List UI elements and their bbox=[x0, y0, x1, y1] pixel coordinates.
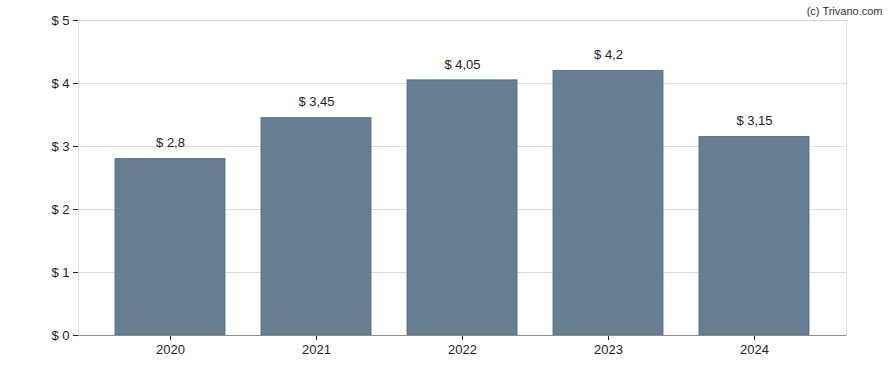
svg-text:$ 3: $ 3 bbox=[51, 139, 69, 154]
svg-text:$ 5: $ 5 bbox=[51, 13, 69, 28]
svg-text:$ 4,2: $ 4,2 bbox=[594, 47, 623, 62]
svg-text:$ 2: $ 2 bbox=[51, 202, 69, 217]
svg-text:$ 4,05: $ 4,05 bbox=[444, 57, 480, 72]
svg-text:2021: 2021 bbox=[302, 342, 331, 357]
svg-text:2024: 2024 bbox=[740, 342, 769, 357]
svg-text:2022: 2022 bbox=[448, 342, 477, 357]
svg-text:(c) Trivano.com: (c) Trivano.com bbox=[807, 5, 883, 17]
svg-text:$ 2,8: $ 2,8 bbox=[156, 135, 185, 150]
svg-text:$ 1: $ 1 bbox=[51, 265, 69, 280]
svg-text:2020: 2020 bbox=[156, 342, 185, 357]
svg-text:2023: 2023 bbox=[594, 342, 623, 357]
svg-text:$ 0: $ 0 bbox=[51, 328, 69, 343]
svg-text:$ 3,15: $ 3,15 bbox=[736, 113, 772, 128]
svg-text:$ 4: $ 4 bbox=[51, 76, 69, 91]
svg-text:$ 3,45: $ 3,45 bbox=[298, 94, 334, 109]
